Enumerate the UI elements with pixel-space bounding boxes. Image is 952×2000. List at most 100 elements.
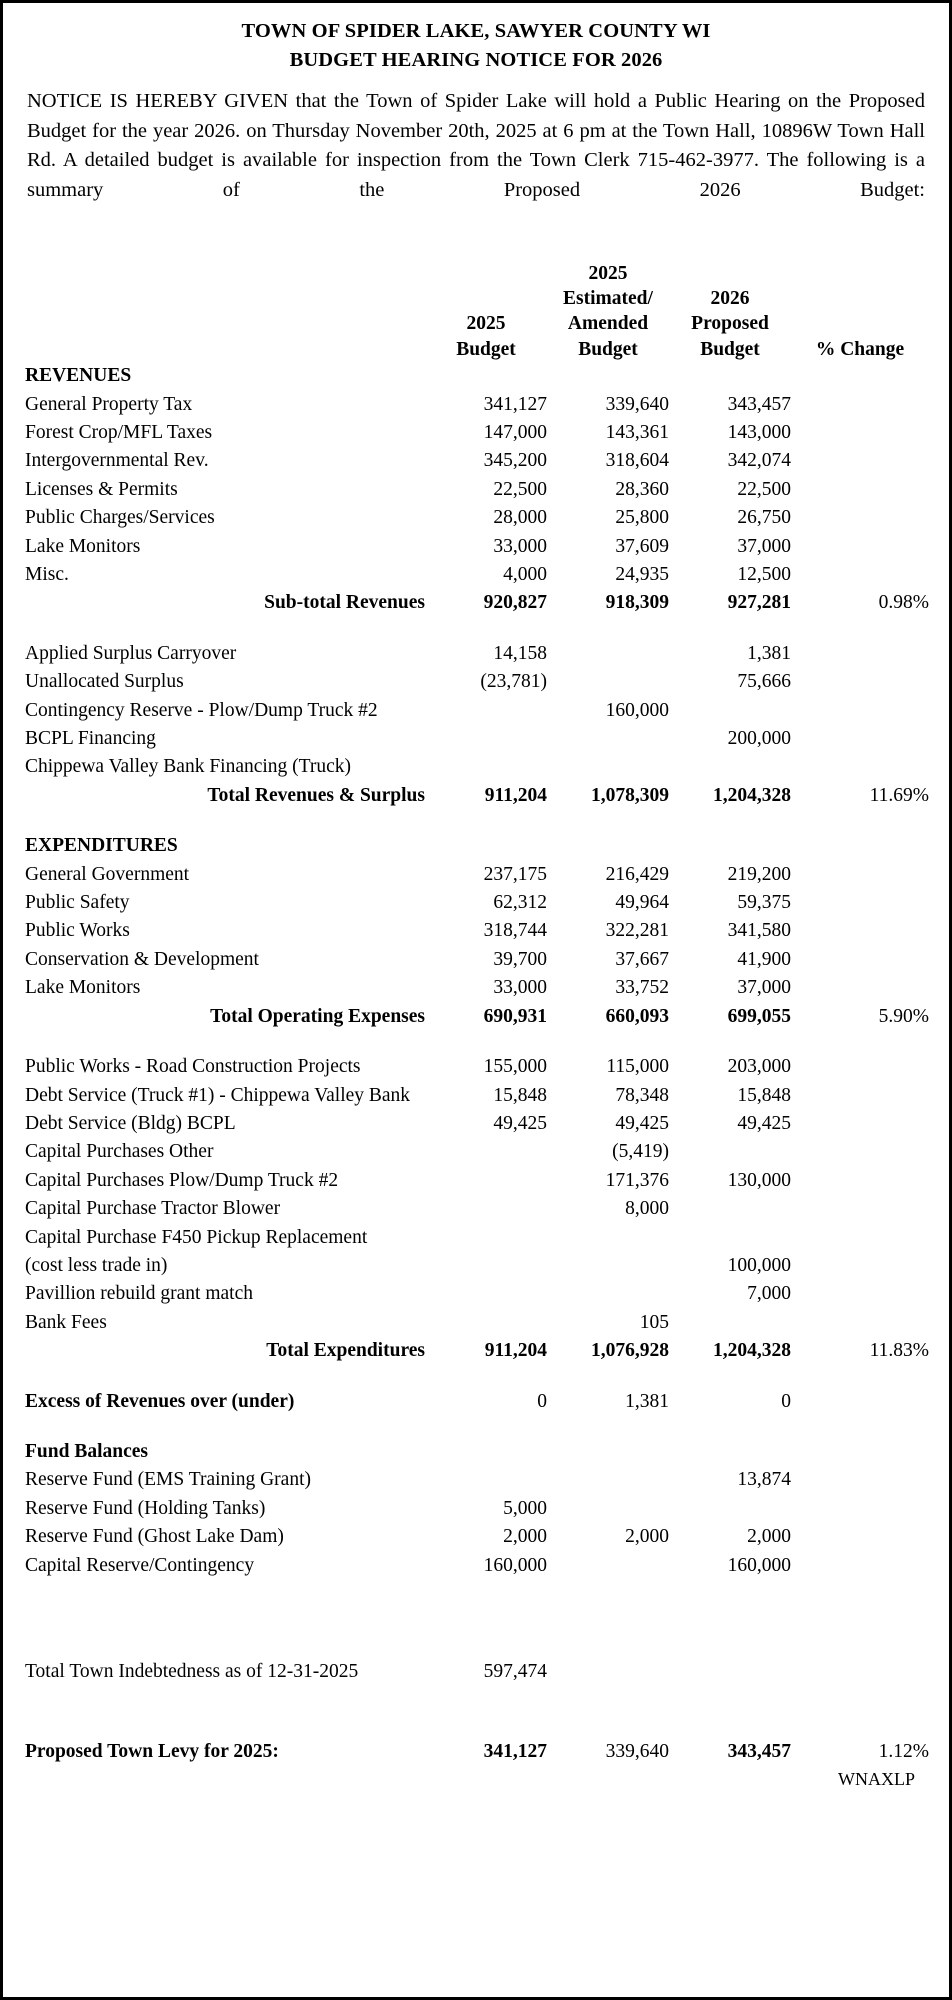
row-label: Chippewa Valley Bank Financing (Truck) (25, 756, 352, 778)
header-2025-estimated-line4: Budget (578, 338, 638, 360)
row-value-percent-change (791, 1495, 929, 1523)
row-value-2025-estimated: 78,348 (615, 1084, 669, 1106)
row-label: (cost less trade in) (25, 1254, 168, 1276)
row-value-2026-proposed: 160,000 (727, 1554, 791, 1576)
subtotal-revenues-label: Sub-total Revenues (264, 592, 425, 614)
row-value-2025-budget: 147,000 (483, 421, 547, 443)
row-value-percent-change (791, 946, 929, 974)
row-value-2026-proposed (669, 1495, 791, 1523)
table-row: Conservation & Development 39,700 37,667… (25, 946, 929, 974)
row-value-2025-estimated: 2,000 (625, 1526, 669, 1548)
row-label: General Government (25, 863, 190, 885)
row-label: Unallocated Surplus (25, 671, 184, 693)
total-expenditures-2026-proposed: 1,204,328 (713, 1340, 791, 1362)
row-value-2025-estimated: 24,935 (615, 564, 669, 586)
total-operating-expenses-percent-change: 5.90% (878, 1005, 929, 1027)
proposed-town-levy-2026-proposed: 343,457 (727, 1741, 791, 1763)
row-value-2026-proposed: 341,580 (727, 920, 791, 942)
row-value-percent-change (791, 1110, 929, 1138)
row-value-2026-proposed: 49,425 (737, 1112, 791, 1134)
budget-summary-table: 2025 Budget 2025 Estimated/ Amended Budg… (25, 261, 929, 1767)
page-title-line-1: TOWN OF SPIDER LAKE, SAWYER COUNTY WI (241, 20, 711, 42)
row-label: Public Works (25, 920, 130, 942)
row-value-percent-change (791, 1053, 929, 1081)
table-row: Capital Purchase Tractor Blower 8,000 (25, 1195, 929, 1223)
table-row: Capital Purchases Other (5,419) (25, 1138, 929, 1166)
table-row: Debt Service (Truck #1) - Chippewa Valle… (25, 1082, 929, 1110)
row-label: Reserve Fund (Holding Tanks) (25, 1497, 266, 1519)
row-value-2026-proposed: 13,874 (737, 1469, 791, 1491)
row-label: Capital Purchases Other (25, 1141, 214, 1163)
header-2025-estimated-line1: 2025 (588, 262, 628, 284)
header-2025-estimated-line2: Estimated/ (563, 288, 653, 310)
row-value-2025-estimated: (5,419) (612, 1141, 669, 1163)
row-value-2026-proposed: 59,375 (737, 892, 791, 914)
spacer-row (25, 810, 929, 832)
row-value-percent-change (791, 533, 929, 561)
row-value-2026-proposed: 41,900 (737, 948, 791, 970)
row-value-percent-change (791, 725, 929, 753)
row-value-2025-budget: (23,781) (480, 671, 547, 693)
row-value-percent-change (791, 1195, 929, 1223)
section-heading-expenditures-label: EXPENDITURES (25, 835, 178, 857)
total-expenditures-percent-change: 11.83% (869, 1340, 929, 1362)
row-value-2025-budget: 5,000 (503, 1497, 547, 1519)
row-value-2025-budget: 155,000 (483, 1056, 547, 1078)
table-row: General Government 237,175 216,429 219,2… (25, 861, 929, 889)
row-value-2025-budget (425, 1224, 547, 1252)
section-heading-revenues-label: REVENUES (25, 365, 132, 387)
total-revenues-surplus-2026-proposed: 1,204,328 (713, 784, 791, 806)
proposed-town-levy-percent-change: 1.12% (878, 1741, 929, 1763)
row-value-2025-budget: 49,425 (493, 1112, 547, 1134)
table-row: Forest Crop/MFL Taxes 147,000 143,361 14… (25, 419, 929, 447)
proposed-town-levy-label: Proposed Town Levy for 2025: (25, 1741, 279, 1763)
row-value-2026-proposed: 37,000 (737, 535, 791, 557)
wnaxlp-footer-mark: WNAXLP (838, 1768, 915, 1789)
total-expenditures-2025-estimated: 1,076,928 (591, 1340, 669, 1362)
row-value-percent-change (791, 1224, 929, 1252)
row-label: Conservation & Development (25, 948, 259, 970)
section-heading-fund-balances: Fund Balances (25, 1438, 929, 1466)
section-heading-expenditures: EXPENDITURES (25, 832, 929, 860)
header-2025-estimated-line3: Amended (567, 313, 649, 335)
row-value-percent-change (791, 1252, 929, 1280)
row-value-percent-change (791, 419, 929, 447)
table-row: Misc. 4,000 24,935 12,500 (25, 561, 929, 589)
row-value-2026-proposed: 343,457 (727, 393, 791, 415)
row-value-2026-proposed: 200,000 (727, 728, 791, 750)
row-value-2025-estimated: 339,640 (605, 393, 669, 415)
row-value-2026-proposed: 143,000 (727, 421, 791, 443)
table-row: Unallocated Surplus (23,781) 75,666 (25, 668, 929, 696)
total-town-indebtedness-row: Total Town Indebtedness as of 12-31-2025… (25, 1658, 929, 1686)
table-row: Public Safety 62,312 49,964 59,375 (25, 889, 929, 917)
row-value-percent-change (791, 917, 929, 945)
row-value-2025-budget (425, 1167, 547, 1195)
row-value-percent-change (791, 974, 929, 1002)
row-value-percent-change (791, 1167, 929, 1195)
table-row: Capital Reserve/Contingency 160,000 160,… (25, 1552, 929, 1580)
total-expenditures-label: Total Expenditures (266, 1340, 425, 1362)
row-label: Reserve Fund (Ghost Lake Dam) (25, 1526, 284, 1548)
row-value-2025-budget (425, 1309, 547, 1337)
row-label: Misc. (25, 564, 69, 586)
total-expenditures-2025-budget: 911,204 (484, 1340, 547, 1362)
row-value-2025-estimated (547, 1552, 669, 1580)
row-value-2026-proposed: 342,074 (727, 450, 791, 472)
row-value-2025-budget: 28,000 (493, 507, 547, 529)
total-town-indebtedness-percent-change (791, 1658, 929, 1686)
table-row: Capital Purchase F450 Pickup Replacement (25, 1224, 929, 1252)
row-value-2025-estimated (547, 640, 669, 668)
total-town-indebtedness-2025-budget: 597,474 (483, 1661, 547, 1683)
table-row: Debt Service (Bldg) BCPL 49,425 49,425 4… (25, 1110, 929, 1138)
subtotal-revenues-2025-budget: 920,827 (483, 592, 547, 614)
table-row: Licenses & Permits 22,500 28,360 22,500 (25, 476, 929, 504)
header-2026-proposed-line3: Budget (700, 338, 760, 360)
spacer-row (25, 1031, 929, 1053)
table-row: (cost less trade in) 100,000 (25, 1252, 929, 1280)
table-row: Lake Monitors 33,000 33,752 37,000 (25, 974, 929, 1002)
table-row: Contingency Reserve - Plow/Dump Truck #2… (25, 697, 929, 725)
row-value-2026-proposed: 219,200 (727, 863, 791, 885)
row-value-percent-change (791, 889, 929, 917)
header-percent-change: % Change (815, 338, 905, 360)
subtotal-revenues-2026-proposed: 927,281 (727, 592, 791, 614)
